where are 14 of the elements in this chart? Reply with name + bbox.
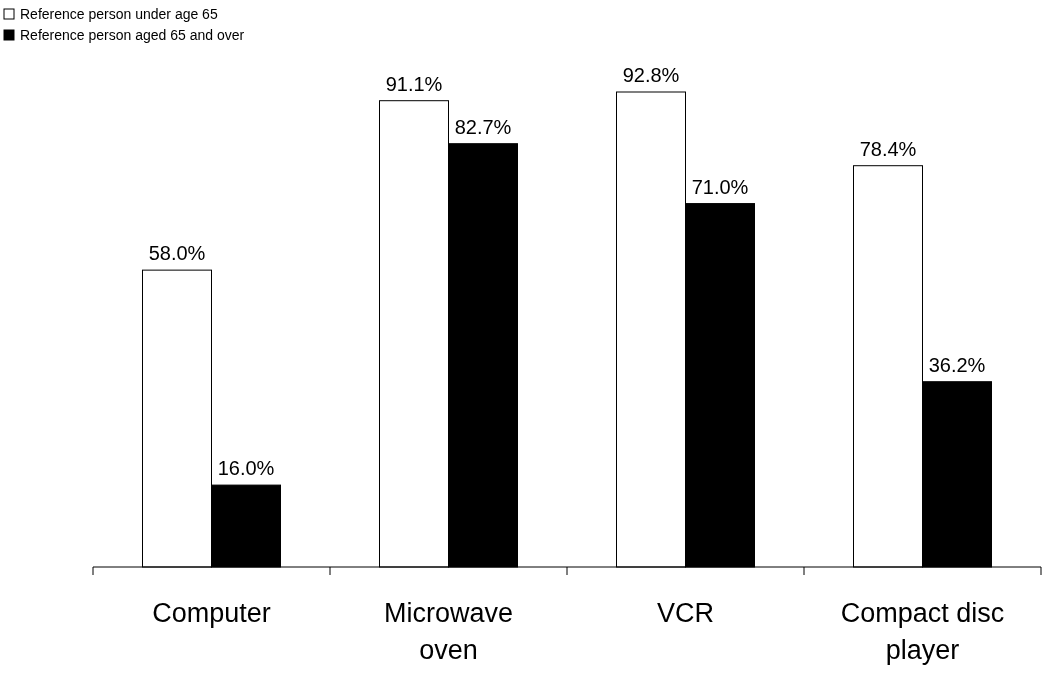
data-label: 16.0% (217, 457, 275, 480)
x-tick-label: Microwave oven (383, 598, 514, 665)
data-label: 91.1% (385, 72, 443, 95)
data-label: 92.8% (622, 64, 680, 86)
data-label: 82.7% (454, 115, 512, 138)
data-label: 78.4% (859, 137, 917, 160)
legend-label: Reference person under age 65 (20, 6, 218, 22)
data-label: 71.0% (691, 175, 749, 198)
x-tick-label: Compact disc player (840, 598, 1005, 665)
data-label: 58.0% (148, 242, 206, 265)
x-tick-label: Computer (152, 598, 271, 628)
data-label: 36.2% (928, 353, 986, 376)
x-tick-label: VCR (656, 598, 715, 628)
legend-label: Reference person aged 65 and over (20, 27, 245, 43)
